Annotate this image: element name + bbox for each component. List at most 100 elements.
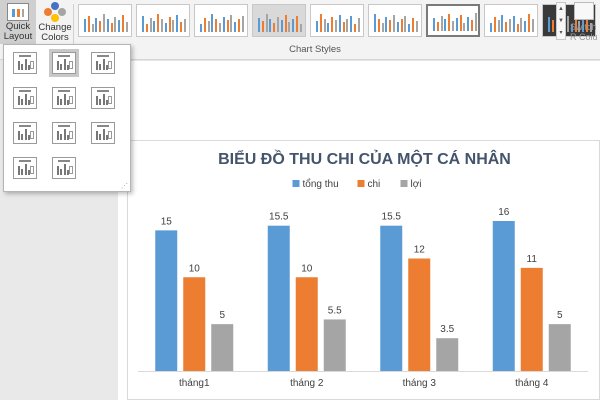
resize-grip-icon[interactable]: ⋰ (121, 183, 128, 190)
thumbnail-bar (241, 15, 244, 32)
chart-style-thumbnail[interactable] (368, 4, 422, 37)
thumbnail-bar (211, 14, 214, 32)
quick-layout-option[interactable] (49, 84, 79, 112)
thumbnail-bar (412, 17, 414, 32)
thumbnail-bar (509, 19, 511, 32)
thumbnail-bar (452, 21, 454, 31)
chart-style-thumbnail[interactable] (252, 4, 306, 37)
thumbnail-bar (280, 20, 283, 32)
thumbnail-bar (520, 17, 523, 32)
thumbnail-bar (415, 21, 418, 32)
quick-layout-option[interactable] (49, 154, 79, 182)
thumbnail-bar (389, 20, 392, 32)
quick-layout-option[interactable] (10, 119, 40, 147)
switch-row-column-button[interactable]: Switch R Colu (570, 22, 598, 42)
thumbnail-bar (444, 19, 447, 31)
thumbnail-bar (95, 17, 98, 32)
thumbnail-bar (471, 20, 473, 31)
thumbnail-bar (548, 16, 550, 32)
legend-swatch (400, 180, 408, 187)
thumbnail-bar (338, 14, 341, 32)
thumbnail-bar (357, 17, 360, 32)
thumbnail-bar (327, 23, 330, 32)
thumbnail-bar (273, 23, 276, 32)
layout-thumbnail-icon (52, 87, 76, 109)
bar (436, 338, 459, 371)
thumbnail-bar (207, 21, 210, 32)
thumbnail-bar (114, 16, 117, 32)
thumbnail-bar (284, 14, 287, 32)
layout-thumbnail-icon (91, 122, 115, 144)
quick-layout-button[interactable]: Quick Layout ▾ (0, 0, 36, 52)
thumbnail-bar (84, 19, 86, 32)
thumbnail-bar (381, 23, 384, 32)
ribbon: Quick Layout ▾ Change Colors ▾ ▲ ▼ ▾ Cha… (0, 0, 600, 60)
data-label: 15.5 (382, 212, 402, 223)
thumbnail-bar (528, 14, 530, 32)
scroll-down-icon[interactable]: ▼ (558, 18, 564, 24)
chart-style-thumbnail[interactable] (310, 4, 364, 37)
thumbnail-bar (440, 15, 443, 31)
chart-style-thumbnail[interactable] (426, 4, 480, 37)
thumbnail-bar (125, 22, 128, 32)
thumbnail-bar (269, 18, 272, 32)
thumbnail-bar (578, 21, 581, 32)
layout-thumbnail-icon (13, 87, 37, 109)
thumbnail-bar (142, 15, 144, 32)
bar (155, 230, 178, 371)
quick-layout-option[interactable] (10, 84, 40, 112)
gallery-more-icon[interactable]: ▾ (559, 30, 563, 36)
thumbnail-bar (408, 23, 411, 32)
thumbnail-bar (323, 18, 326, 32)
thumbnail-bar (149, 17, 152, 32)
switch-row-column-icon (574, 2, 594, 20)
quick-layout-option[interactable] (49, 49, 79, 77)
thumbnail-bar (516, 23, 519, 32)
layout-thumbnail-icon (13, 52, 37, 74)
thumbnail-bar (567, 15, 569, 32)
thumbnail-bar (99, 21, 102, 32)
gallery-scroll[interactable]: ▲ ▼ ▾ (556, 2, 566, 40)
thumbnail-bar (455, 18, 458, 31)
thumbnail-bar (459, 14, 462, 31)
thumbnail-bar (350, 15, 353, 32)
thumbnail-bar (497, 20, 500, 32)
thumbnail-bar (493, 16, 496, 32)
thumbnail-bar (316, 21, 318, 32)
quick-layout-option[interactable] (88, 84, 118, 112)
thumbnail-bar (400, 19, 403, 32)
thumbnail-bar (524, 21, 527, 32)
thumbnail-bar (87, 15, 90, 32)
thumbnail-bar (226, 20, 229, 32)
thumbnail-bar (265, 14, 268, 32)
quick-layout-option[interactable] (88, 119, 118, 147)
chart-style-thumbnail[interactable] (484, 4, 538, 37)
layout-thumbnail-icon (52, 122, 76, 144)
bar (548, 324, 571, 371)
thumbnail-bar (168, 16, 171, 32)
quick-layout-option[interactable] (88, 49, 118, 77)
quick-layout-option[interactable] (10, 154, 40, 182)
thumbnail-bar (436, 22, 439, 31)
quick-layout-option[interactable] (10, 49, 40, 77)
quick-layout-option[interactable] (49, 119, 79, 147)
chart-style-thumbnail[interactable] (78, 4, 132, 37)
layout-thumbnail-icon (91, 87, 115, 109)
chart-style-thumbnail[interactable] (136, 4, 190, 37)
legend-label: chi (368, 179, 381, 190)
thumbnail-bar (261, 21, 264, 32)
thumbnail-bar (203, 17, 206, 32)
thumbnail-bar (551, 20, 554, 32)
scroll-up-icon[interactable]: ▲ (558, 6, 564, 12)
change-colors-button[interactable]: Change Colors ▾ (38, 0, 72, 53)
thumbnail-bar (230, 14, 233, 32)
data-label: 10 (189, 263, 201, 274)
chart-area[interactable]: BIỂU ĐỒ THU CHI CỦA MỘT CÁ NHÂN tổng thu c… (127, 140, 600, 400)
thumbnail-bar (589, 23, 592, 32)
chart-style-thumbnail[interactable] (194, 4, 248, 37)
change-colors-label: Change Colors (38, 22, 72, 43)
thumbnail-bar (393, 14, 395, 32)
bar (408, 258, 431, 371)
thumbnail-bar (586, 18, 588, 32)
thumbnail-bar (448, 13, 451, 31)
